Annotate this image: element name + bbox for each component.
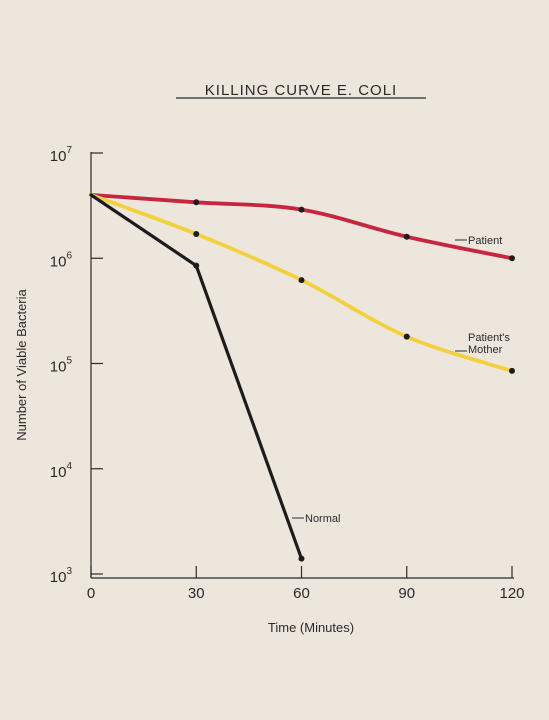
x-tick-label: 0 [87, 585, 95, 602]
y-tick-exponent: 6 [66, 250, 72, 261]
series-line [89, 192, 514, 261]
x-tick-label: 60 [293, 585, 310, 602]
data-point [509, 255, 515, 262]
y-tick-base: 10 [50, 253, 67, 270]
series-label: Patient [468, 235, 502, 247]
y-tick-label: 106 [50, 250, 73, 270]
x-tick-label: 120 [499, 585, 524, 602]
data-point [193, 262, 200, 269]
x-tick-label: 90 [398, 585, 415, 602]
y-tick-exponent: 4 [66, 461, 72, 472]
y-tick-base: 10 [50, 359, 67, 376]
x-tick-label: 30 [188, 585, 205, 602]
x-axis-label: Time (Minutes) [268, 620, 354, 635]
y-tick-base: 10 [50, 464, 67, 481]
data-point [193, 230, 200, 237]
series-label: Patient's [468, 332, 510, 344]
y-tick-label: 104 [50, 461, 73, 481]
y-tick-exponent: 3 [66, 566, 72, 577]
data-point [403, 233, 410, 240]
data-point [193, 199, 200, 206]
y-tick-exponent: 5 [66, 356, 72, 367]
y-tick-exponent: 7 [66, 145, 72, 156]
y-tick-label: 103 [50, 566, 73, 586]
data-point [509, 367, 515, 374]
data-point [298, 206, 305, 213]
y-tick-base: 10 [50, 569, 67, 586]
data-point [298, 277, 305, 284]
y-tick-label: 105 [50, 356, 73, 376]
series-points [193, 199, 515, 562]
series-label: Normal [305, 513, 340, 525]
y-axis-label: Number of Viable Bacteria [14, 288, 29, 440]
data-point [403, 333, 410, 340]
series-label: Mother [468, 344, 503, 356]
series-lines [89, 192, 514, 561]
data-point [298, 555, 305, 562]
y-tick-base: 10 [50, 148, 67, 165]
chart-title: KILLING CURVE E. COLI [205, 82, 397, 99]
series-line [89, 193, 304, 561]
y-tick-label: 107 [50, 145, 73, 165]
